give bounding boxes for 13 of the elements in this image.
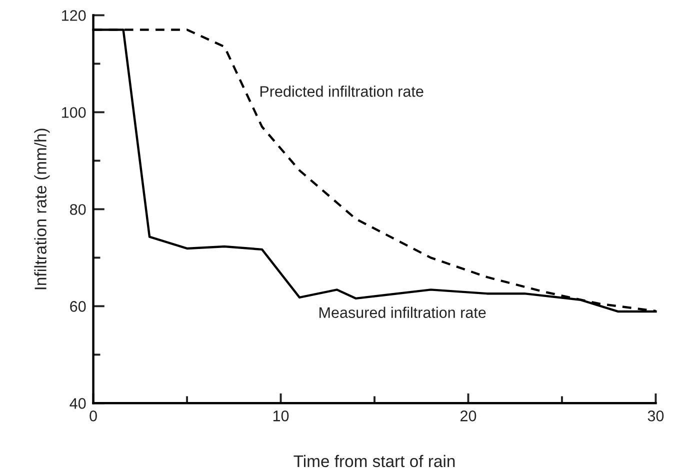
x-axis-title: Time from start of rain [294, 454, 455, 468]
series-label: Predicted infiltration rate [260, 86, 424, 97]
y-tick-label: 60 [70, 301, 86, 312]
y-axis-title: Infiltration rate (mm/h) [34, 128, 50, 290]
y-tick-label: 120 [62, 10, 86, 21]
series-label: Measured infiltration rate [320, 306, 486, 318]
x-tick-label: 20 [460, 410, 476, 422]
x-tick-label: 30 [648, 410, 664, 422]
y-tick-label: 40 [70, 398, 86, 409]
y-tick-label: 100 [62, 107, 86, 118]
y-tick-label: 80 [70, 204, 86, 215]
x-tick-label: 10 [273, 410, 289, 422]
x-tick-label: 0 [90, 410, 97, 422]
